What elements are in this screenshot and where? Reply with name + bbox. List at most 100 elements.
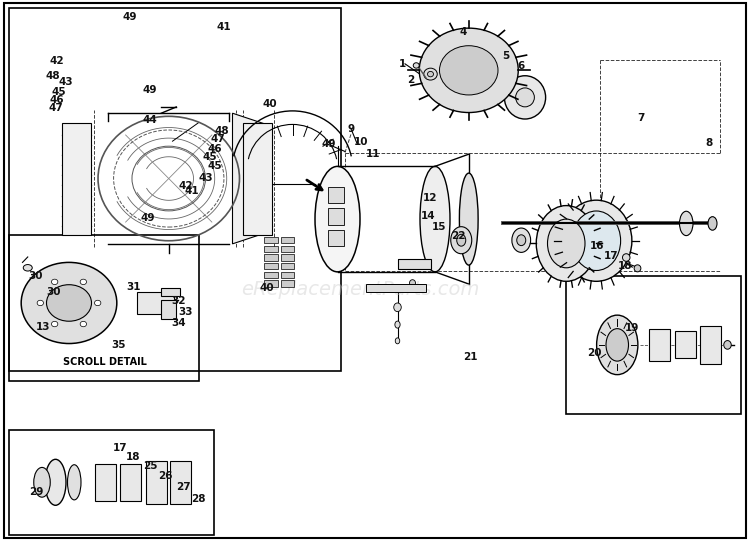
Ellipse shape xyxy=(516,88,534,107)
Ellipse shape xyxy=(517,235,526,246)
Ellipse shape xyxy=(413,63,419,68)
Bar xyxy=(700,326,721,364)
Bar xyxy=(62,123,91,235)
Text: 34: 34 xyxy=(171,318,186,328)
Ellipse shape xyxy=(52,279,58,285)
Text: 20: 20 xyxy=(587,348,602,358)
Text: 26: 26 xyxy=(158,471,172,481)
Text: 46: 46 xyxy=(207,144,222,154)
Ellipse shape xyxy=(34,467,50,497)
Ellipse shape xyxy=(440,46,498,95)
Text: 17: 17 xyxy=(604,251,619,261)
Text: 47: 47 xyxy=(210,134,225,144)
Text: 7: 7 xyxy=(638,113,645,123)
Text: 45: 45 xyxy=(51,87,66,97)
Text: 33: 33 xyxy=(178,307,194,316)
Bar xyxy=(161,300,176,319)
Text: 2: 2 xyxy=(407,75,415,84)
Bar xyxy=(9,430,214,535)
Bar xyxy=(9,235,199,381)
Text: 32: 32 xyxy=(171,296,186,306)
Ellipse shape xyxy=(315,167,360,272)
Bar xyxy=(280,246,294,252)
Ellipse shape xyxy=(504,76,545,119)
Ellipse shape xyxy=(419,28,518,113)
Text: eReplacementParts.com: eReplacementParts.com xyxy=(241,280,479,299)
Text: 17: 17 xyxy=(112,443,128,453)
Text: 30: 30 xyxy=(28,271,44,281)
Text: 19: 19 xyxy=(624,324,639,333)
Text: 43: 43 xyxy=(198,173,213,183)
Text: 41: 41 xyxy=(216,22,231,32)
Text: 10: 10 xyxy=(354,137,369,147)
Text: 9: 9 xyxy=(347,124,355,134)
Ellipse shape xyxy=(420,167,450,272)
Text: 6: 6 xyxy=(517,61,524,71)
Text: 45: 45 xyxy=(207,161,222,171)
Text: 13: 13 xyxy=(36,322,51,332)
Bar xyxy=(264,237,278,243)
Bar xyxy=(95,464,116,501)
Bar xyxy=(328,187,344,203)
Ellipse shape xyxy=(457,234,466,246)
Ellipse shape xyxy=(560,200,632,281)
Text: 16: 16 xyxy=(590,241,604,250)
Text: 11: 11 xyxy=(366,149,381,159)
Text: 18: 18 xyxy=(617,261,632,270)
Polygon shape xyxy=(232,113,270,244)
Ellipse shape xyxy=(708,216,717,230)
Bar xyxy=(280,272,294,278)
Ellipse shape xyxy=(427,71,433,77)
Bar xyxy=(161,288,180,296)
Bar xyxy=(280,280,294,287)
Bar xyxy=(280,263,294,269)
Text: 40: 40 xyxy=(262,99,278,109)
Ellipse shape xyxy=(394,303,401,312)
Text: 18: 18 xyxy=(126,452,141,462)
Text: 21: 21 xyxy=(463,352,478,361)
Ellipse shape xyxy=(606,329,628,361)
Bar xyxy=(264,254,278,261)
Ellipse shape xyxy=(46,285,92,321)
Bar xyxy=(243,123,272,235)
Text: 48: 48 xyxy=(45,71,60,81)
Bar xyxy=(649,328,670,361)
Bar xyxy=(264,246,278,252)
Text: 15: 15 xyxy=(431,222,446,232)
Text: 8: 8 xyxy=(706,138,713,148)
Text: 1: 1 xyxy=(398,59,406,69)
Bar xyxy=(264,280,278,287)
Ellipse shape xyxy=(410,280,416,286)
Ellipse shape xyxy=(597,315,638,374)
Ellipse shape xyxy=(23,265,32,271)
Ellipse shape xyxy=(52,321,58,327)
Text: 49: 49 xyxy=(122,12,137,22)
Text: 42: 42 xyxy=(178,181,194,190)
Text: 28: 28 xyxy=(190,494,206,504)
Bar xyxy=(280,254,294,261)
Text: SCROLL DETAIL: SCROLL DETAIL xyxy=(63,357,147,367)
Text: 30: 30 xyxy=(46,287,62,297)
Ellipse shape xyxy=(548,219,585,268)
Text: 4: 4 xyxy=(460,28,467,37)
Ellipse shape xyxy=(80,279,86,285)
Text: 31: 31 xyxy=(126,282,141,292)
Text: 42: 42 xyxy=(50,56,64,65)
Text: 44: 44 xyxy=(142,115,158,125)
Text: 47: 47 xyxy=(49,103,64,113)
Bar xyxy=(264,263,278,269)
Text: 48: 48 xyxy=(214,126,230,136)
Ellipse shape xyxy=(424,68,437,80)
Bar xyxy=(398,259,431,269)
Ellipse shape xyxy=(680,211,693,236)
Text: 40: 40 xyxy=(260,283,274,293)
Text: 46: 46 xyxy=(50,95,64,105)
Bar xyxy=(9,8,341,371)
Ellipse shape xyxy=(45,459,66,505)
Bar xyxy=(136,292,174,314)
Bar xyxy=(264,272,278,278)
Ellipse shape xyxy=(512,228,531,252)
Text: 49: 49 xyxy=(140,213,155,223)
Ellipse shape xyxy=(451,227,472,254)
Bar xyxy=(328,208,344,225)
